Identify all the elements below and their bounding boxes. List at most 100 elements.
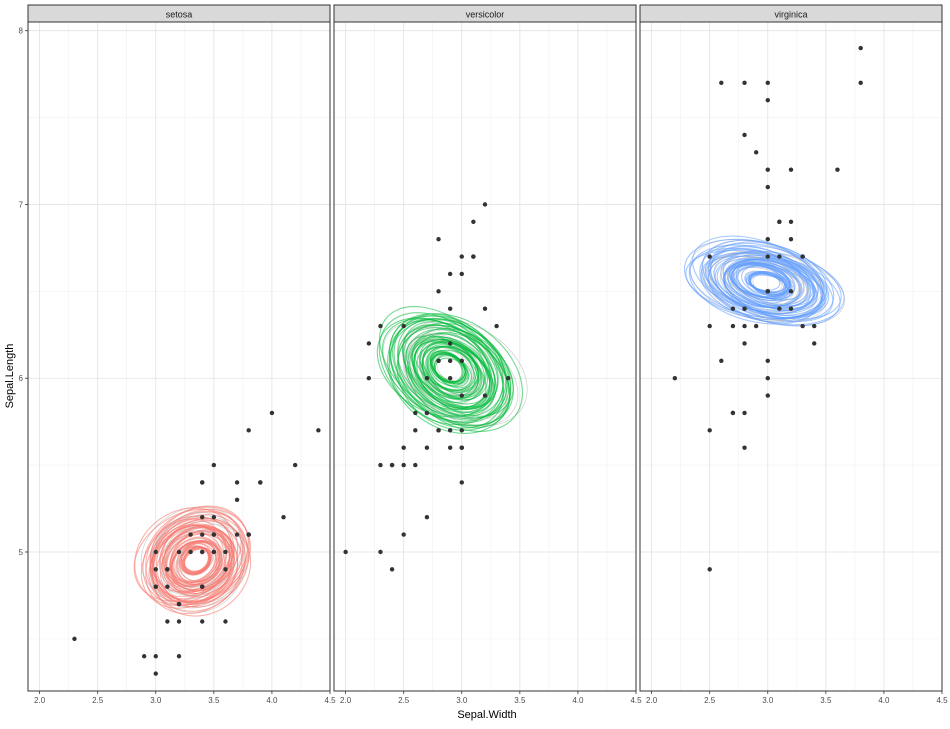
facet-strip-label: versicolor (466, 10, 505, 20)
data-point (72, 636, 77, 642)
data-point (200, 480, 205, 485)
data-point (366, 341, 372, 346)
data-point (707, 428, 712, 433)
x-tick-label: 4.0 (572, 696, 584, 705)
data-point (200, 532, 205, 537)
data-point (765, 80, 770, 86)
data-point (211, 532, 217, 537)
data-point (223, 619, 228, 624)
data-point (246, 428, 251, 433)
facet-strip (333, 4, 637, 23)
density-contour-line (397, 324, 508, 420)
data-point (494, 323, 499, 329)
data-point (800, 254, 805, 259)
density-contours-virginica (683, 235, 845, 327)
data-point (424, 376, 430, 381)
data-point (401, 323, 406, 329)
data-point (447, 445, 453, 450)
data-point (153, 567, 158, 572)
data-point (447, 376, 453, 381)
data-point (788, 237, 794, 242)
density-contour-line (425, 346, 484, 401)
data-point (176, 549, 182, 555)
data-point (401, 445, 406, 450)
data-point (165, 619, 170, 624)
facet-strip-label: setosa (166, 10, 193, 20)
data-point (672, 376, 678, 381)
density-contour-line (149, 506, 250, 602)
data-point (141, 654, 147, 659)
x-tick-label: 4.0 (878, 696, 890, 705)
data-point (800, 323, 805, 329)
data-point (447, 428, 453, 433)
data-point (447, 358, 453, 364)
data-point (471, 254, 476, 259)
data-point (447, 306, 453, 311)
data-point (742, 445, 747, 450)
data-point (788, 219, 794, 225)
data-point (765, 97, 770, 103)
data-point (753, 323, 759, 329)
density-contour-line (744, 270, 781, 291)
data-point (200, 619, 205, 624)
data-point (343, 549, 348, 555)
y-tick-label: 7 (19, 200, 24, 209)
data-point (765, 254, 770, 259)
data-point (730, 306, 736, 311)
data-point (506, 376, 511, 381)
data-point (378, 323, 383, 329)
data-point (765, 289, 770, 294)
data-point (424, 445, 430, 450)
x-tick-label: 3.5 (820, 696, 832, 705)
data-point (176, 601, 182, 607)
x-axis-label: Sepal.Width (457, 709, 516, 721)
x-tick-label: 2.5 (92, 696, 104, 705)
data-point (788, 289, 794, 294)
data-point (742, 323, 747, 329)
data-point (788, 306, 794, 311)
data-point (459, 254, 464, 259)
data-point (753, 150, 759, 155)
data-point (153, 654, 158, 659)
data-point (707, 323, 712, 329)
data-point (378, 549, 383, 555)
y-tick-label: 5 (19, 548, 24, 557)
facet-panel-virginica: virginica 2.0 2.5 3.0 3.5 4.0 4.5 (639, 4, 948, 705)
data-point (730, 323, 736, 329)
x-tick-label: 2.0 (340, 696, 352, 705)
data-point (413, 462, 418, 468)
data-point (447, 271, 453, 277)
data-point (459, 271, 464, 277)
data-point (316, 428, 321, 433)
data-point (281, 515, 286, 520)
density-contour-line (722, 254, 809, 307)
facet-strip-label: virginica (774, 10, 807, 20)
facet-strip (27, 4, 331, 23)
data-point (200, 515, 205, 520)
density-contour-line (163, 531, 226, 594)
data-point (742, 410, 747, 416)
data-point (188, 532, 193, 537)
facet-panel-setosa: setosa 2.0 2.5 3.0 3.5 4.0 4.5 (27, 4, 336, 705)
data-point (436, 289, 441, 294)
x-tick-label: 3.0 (150, 696, 162, 705)
data-point (447, 341, 453, 346)
data-point (292, 462, 298, 468)
density-contour-line (145, 515, 243, 612)
data-point (223, 567, 228, 572)
data-point (234, 480, 240, 485)
data-point (812, 341, 817, 346)
data-point (858, 45, 863, 51)
data-point (258, 480, 263, 485)
data-point (223, 549, 228, 555)
x-tick-label: 4.5 (630, 696, 642, 705)
x-tick-label: 3.5 (514, 696, 526, 705)
data-point (482, 393, 488, 398)
density-contour-line (713, 255, 826, 317)
data-point (788, 167, 794, 172)
density-contour-line (727, 262, 816, 311)
data-point (777, 254, 782, 259)
data-point (459, 445, 464, 450)
data-point (401, 532, 406, 537)
